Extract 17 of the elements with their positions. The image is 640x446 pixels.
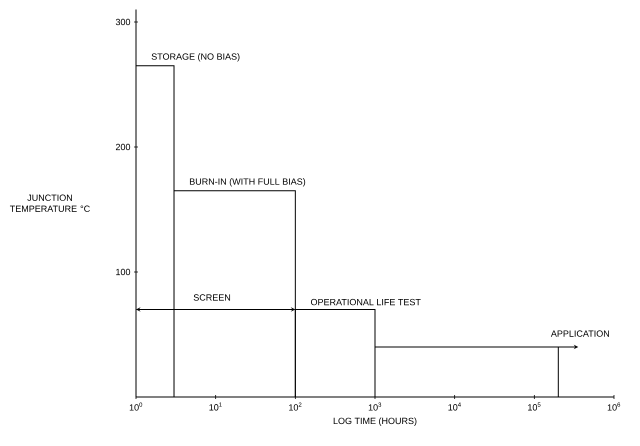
x-tick-label: 10$^{6}$ [608, 402, 620, 411]
y-axis-title: JUNCTION TEMPERATURE °C [10, 194, 90, 212]
annotation: STORAGE (NO BIAS) [152, 53, 240, 62]
x-tick-label: 10$^{5}$ [528, 402, 541, 411]
x-axis-title: LOG TIME (HOURS) [334, 417, 416, 426]
y-tick-label: 100 [116, 268, 130, 276]
y-tick-label: 200 [116, 144, 130, 150]
annotation: APPLICATION [550, 330, 610, 337]
y-tick-label: 300 [116, 18, 130, 26]
x-tick-label: 10$^{1}$ [209, 402, 222, 411]
x-tick-label: 10$^{0}$ [130, 402, 142, 411]
x-tick-label: 10$^{3}$ [368, 402, 382, 411]
annotation: SCREEN [194, 294, 230, 301]
x-tick-label: 10$^{4}$ [448, 402, 461, 411]
annotation: BURN-IN (WITH FULL BIAS) [190, 178, 306, 187]
annotation: OPERATIONAL LIFE TEST [310, 298, 421, 306]
x-tick-label: 10$^{2}$ [289, 402, 302, 411]
